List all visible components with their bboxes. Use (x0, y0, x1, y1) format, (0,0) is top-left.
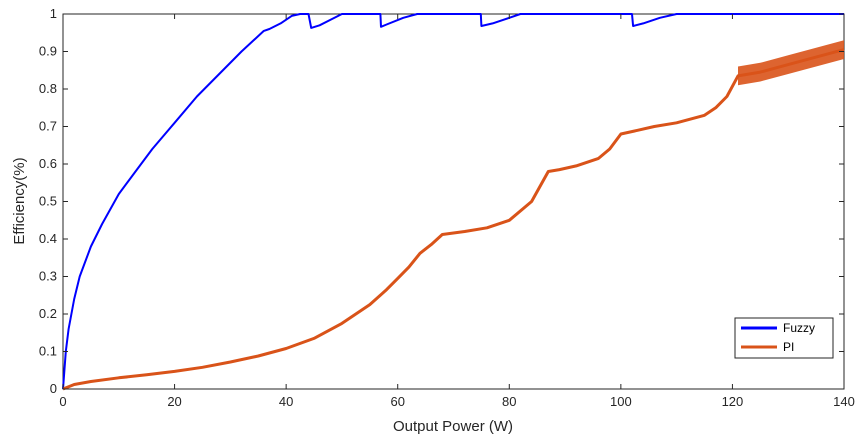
series-line-pi (62, 48, 845, 391)
y-tick-label: 0.5 (39, 194, 57, 209)
x-tick-label: 0 (59, 394, 66, 409)
y-tick-label: 0.3 (39, 269, 57, 284)
x-axis-label: Output Power (W) (393, 418, 513, 435)
y-tick-label: 0.8 (39, 81, 57, 96)
legend: Fuzzy PI (734, 317, 834, 359)
plot-area (62, 13, 845, 390)
series-pi-oscillation-band (738, 40, 844, 86)
axis-layer: 0 20 40 60 80 100 120 140 0 0.1 0.2 0.3 0.4 0.5 0.6 0.7… (39, 6, 855, 409)
y-axis-label: Efficiency(%) (11, 157, 28, 244)
x-tick-label: 20 (167, 394, 181, 409)
legend-fuzzy-label: Fuzzy (783, 321, 815, 335)
y-tick-label: 0 (50, 381, 57, 396)
y-tick-label: 1 (50, 6, 57, 21)
y-tick-label: 0.9 (39, 44, 57, 59)
x-tick-label: 120 (722, 394, 744, 409)
series-line-fuzzy (62, 13, 844, 390)
legend-box (734, 317, 834, 359)
x-tick-label: 60 (390, 394, 404, 409)
y-tick-label: 0.4 (39, 231, 57, 246)
y-tick-label: 0.1 (39, 344, 57, 359)
y-tick-label: 0.6 (39, 156, 57, 171)
x-tick-label: 100 (610, 394, 632, 409)
y-tick-label: 0.7 (39, 119, 57, 134)
x-tick-label: 140 (833, 394, 855, 409)
x-tick-label: 80 (502, 394, 516, 409)
x-tick-label: 40 (279, 394, 293, 409)
legend-pi-label: PI (783, 340, 794, 354)
y-tick-label: 0.2 (39, 306, 57, 321)
series-layer (62, 13, 845, 391)
